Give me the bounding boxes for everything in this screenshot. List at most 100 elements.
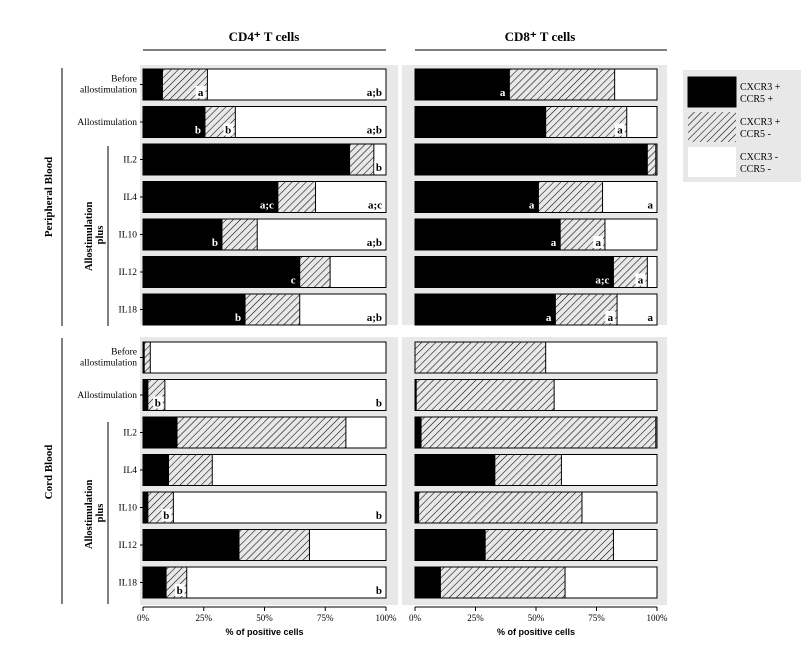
bar-cb_cd8-double-negative-3	[561, 454, 657, 486]
bar-outline-pb_cd8-3	[414, 181, 658, 213]
annotation-label: b	[376, 510, 382, 522]
bar-pb_cd8-cxcr3-only-2	[647, 144, 656, 175]
bar-cb_cd8-cxcr3-only-6	[440, 567, 566, 598]
annotation-label: a	[551, 237, 557, 249]
annotation-bg	[254, 198, 276, 211]
bar-pb_cd8-double-positive-2	[415, 144, 648, 175]
annotation-bg	[635, 273, 646, 286]
bar-outline-pb_cd8-1	[414, 106, 658, 138]
bar-pb_cd8-double-positive-1	[415, 106, 546, 138]
group-label-peripheral-blood: Peripheral Blood	[43, 157, 55, 237]
annotation-bg	[590, 273, 612, 286]
legend-label-cxcr3-only-2: CCR5 -	[740, 129, 771, 140]
annotation-label: a	[617, 125, 623, 137]
annotation-bg	[233, 311, 244, 323]
annotation-label: a	[529, 200, 535, 212]
bar-pb_cd4-double-positive-6	[143, 294, 246, 325]
bar-cb_cd8-double-positive-2	[415, 417, 422, 448]
bar-pb_cd4-double-negative-5	[330, 256, 386, 288]
annotation-label: b	[177, 585, 183, 597]
bar-cb_cd4-double-positive-1	[143, 379, 148, 411]
category-label: allostimulation	[80, 86, 137, 96]
annotation-bg	[497, 86, 508, 98]
bar-pb_cd4-cxcr3-only-2	[349, 144, 374, 175]
subgroup-label-line2: plus	[95, 504, 106, 523]
annotation-label: a	[198, 87, 204, 99]
legend-swatch-cxcr3-only	[688, 112, 736, 142]
category-label: Allostimulation	[77, 118, 137, 128]
bar-outline-cb_cd8-6	[414, 566, 658, 599]
category-label: IL4	[123, 193, 137, 203]
bar-pb_cd4-cxcr3-only-6	[245, 294, 300, 325]
bar-outline-pb_cd8-4	[414, 218, 658, 251]
annotation-bg	[362, 236, 384, 248]
bar-cb_cd8-cxcr3-only-3	[494, 454, 562, 486]
bar-pb_cd8-double-positive-4	[415, 219, 561, 250]
category-label: IL12	[119, 268, 138, 278]
bar-outline-cb_cd8-3	[414, 454, 658, 486]
annotation-label: a;b	[367, 87, 382, 99]
bar-cb_cd4-cxcr3-only-2	[177, 417, 346, 448]
annotation-bg	[195, 86, 206, 98]
subgroup-label-line2: plus	[95, 226, 106, 245]
annotation-label: a;b	[367, 237, 382, 249]
bar-cb_cd8-cxcr3-only-2	[421, 417, 656, 448]
bar-pb_cd4-cxcr3-only-5	[299, 256, 331, 288]
bar-outline-cb_cd8-2	[414, 416, 658, 449]
bar-cb_cd8-double-negative-6	[565, 567, 657, 598]
annotation-label: a;c	[595, 275, 609, 287]
bar-pb_cd4-double-negative-1	[235, 106, 386, 138]
legend-label-cxcr3-only: CXCR3 +	[740, 117, 781, 128]
bar-pb_cd8-double-negative-4	[604, 219, 657, 250]
bar-cb_cd8-double-negative-2	[655, 417, 657, 448]
annotation-label: b	[212, 237, 218, 249]
bar-cb_cd4-double-negative-1	[164, 379, 386, 411]
bar-pb_cd4-double-positive-0	[143, 69, 163, 100]
bar-pb_cd8-double-negative-5	[647, 256, 657, 288]
bar-pb_cd4-double-positive-2	[143, 144, 350, 175]
annotation-bg	[374, 584, 384, 596]
bar-cb_cd4-double-negative-2	[345, 417, 386, 448]
bar-outline-cb_cd8-4	[414, 491, 658, 524]
category-label: allostimulation	[80, 359, 137, 369]
bar-outline-cb_cd8-1	[414, 379, 658, 411]
annotation-label: a;b	[367, 125, 382, 137]
category-label: IL2	[123, 156, 137, 166]
bar-cb_cd8-double-negative-4	[581, 492, 657, 523]
legend-swatch-double-positive	[687, 76, 737, 108]
bar-cb_cd4-cxcr3-only-0	[144, 342, 151, 373]
x-tick-label: 100%	[376, 613, 398, 623]
category-label: IL10	[119, 504, 138, 514]
bar-cb_cd8-cxcr3-only-1	[416, 379, 555, 411]
bar-cb_cd4-double-negative-0	[150, 342, 386, 373]
annotation-bg	[645, 198, 655, 211]
bar-cb_cd4-double-positive-0	[143, 342, 145, 373]
annotation-label: a	[638, 275, 644, 287]
bar-outline-cb_cd8-0	[414, 341, 658, 374]
annotation-label: a;c	[260, 200, 274, 212]
annotation-bg	[362, 198, 384, 211]
x-tick-label: 100%	[647, 613, 669, 623]
annotation-label: b	[376, 162, 382, 174]
annotation-label: a	[500, 87, 506, 99]
bar-cb_cd4-double-positive-4	[143, 492, 148, 523]
bar-cb_cd4-double-negative-6	[186, 567, 386, 598]
annotation-label: b	[235, 312, 241, 324]
bar-pb_cd8-double-negative-0	[614, 69, 657, 100]
bar-pb_cd4-cxcr3-only-3	[277, 181, 316, 213]
annotation-label: a;c	[368, 200, 382, 212]
annotation-label: a	[648, 312, 654, 324]
bar-cb_cd4-double-negative-4	[173, 492, 387, 523]
x-tick-label: 0%	[137, 613, 150, 623]
annotation-label: a	[596, 237, 602, 249]
subgroup-label-cord: Allostimulation plus	[84, 477, 106, 549]
bar-outline-pb_cd8-2	[414, 143, 658, 176]
bar-pb_cd8-double-negative-2	[655, 144, 657, 175]
bar-cb_cd8-double-positive-5	[415, 529, 486, 561]
annotation-label: a	[648, 200, 654, 212]
annotation-bg	[543, 311, 554, 323]
annotation-bg	[526, 198, 537, 211]
annotation-label: a;b	[367, 312, 382, 324]
x-tick-label: 0%	[409, 613, 422, 623]
annotation-bg	[161, 509, 172, 521]
